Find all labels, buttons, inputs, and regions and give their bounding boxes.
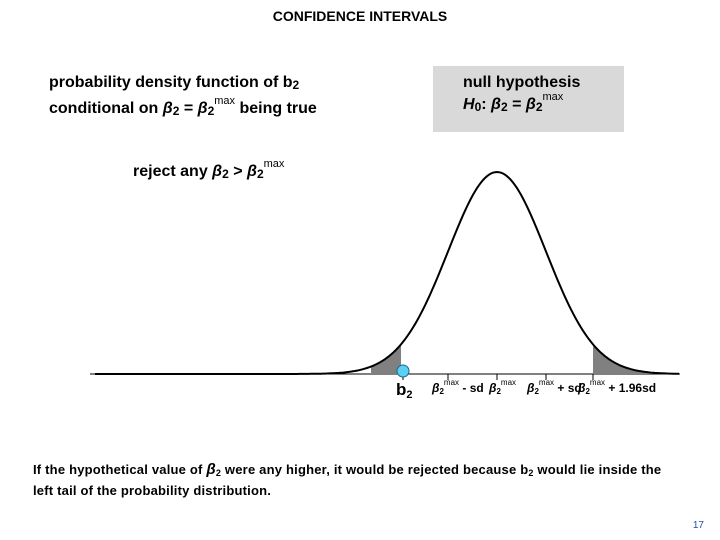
plus-sd-text: + sd (554, 381, 582, 395)
slide-title: CONFIDENCE INTERVALS (272, 8, 448, 24)
max-superscript: max (214, 95, 236, 107)
right-tail-shading (593, 344, 653, 374)
max-superscript: max (500, 378, 517, 387)
beta-symbol: β (197, 100, 208, 117)
pdf-label-line1: probability density function of b2 (49, 74, 299, 92)
b2-sub: 2 (528, 468, 534, 478)
beta-sub: 2 (172, 104, 180, 118)
beta-sub: 2 (439, 387, 444, 396)
pdf-curve (95, 170, 679, 375)
footnote: If the hypothetical value of β2 were any… (33, 460, 683, 501)
beta-sub: 2 (207, 104, 215, 118)
center-label: β2max (489, 378, 517, 396)
beta-sub: 2 (534, 387, 539, 396)
b2-marker (396, 364, 410, 378)
h-symbol: H (463, 96, 475, 113)
footnote-part3: would lie inside the left tail of the pr… (33, 462, 662, 498)
max-superscript: max (443, 378, 460, 387)
max-superscript: max (542, 91, 564, 103)
greater-than: > (228, 163, 248, 180)
equals: = (179, 100, 198, 117)
plus-sd-label: β2max + sd (527, 378, 582, 396)
being-true-text: being true (235, 100, 317, 117)
colon: : (481, 96, 492, 113)
h-sub: 0 (474, 100, 482, 114)
beta-sub: 2 (585, 387, 590, 396)
plus-196sd-text: + 1.96sd (605, 381, 657, 395)
beta-sub: 2 (535, 100, 543, 114)
beta-symbol: β (578, 381, 586, 395)
beta-symbol: β (489, 381, 497, 395)
pdf-label-text: probability density function of b (49, 74, 293, 91)
pdf-cond-text: conditional on (49, 100, 163, 117)
pdf-label-sub: 2 (292, 78, 300, 92)
beta-symbol: β (162, 100, 173, 117)
footnote-part2: were any higher, it would be rejected be… (221, 462, 529, 477)
beta-symbol: β (247, 163, 257, 180)
beta-symbol: β (206, 461, 216, 478)
beta-symbol: β (527, 381, 535, 395)
b2-sub: 2 (406, 389, 413, 401)
beta-symbol: β (432, 381, 440, 395)
beta-sub: 2 (215, 468, 222, 478)
footnote-part1: If the hypothetical value of (33, 462, 207, 477)
beta-symbol: β (525, 96, 536, 113)
page-number: 17 (692, 520, 704, 531)
minus-sd-label: β2max - sd (432, 378, 484, 396)
max-superscript: max (263, 158, 285, 170)
null-hypothesis-box: null hypothesis H0: β2 = β2max (433, 66, 624, 132)
minus-sd-text: - sd (459, 381, 484, 395)
beta-sub: 2 (222, 167, 229, 181)
null-hypothesis-heading: null hypothesis (463, 74, 581, 91)
null-hypothesis-statement: H0: β2 = β2max (463, 91, 563, 114)
plus-196sd-label: β2max + 1.96sd (578, 378, 657, 396)
pdf-label-line2: conditional on β2 = β2max being true (49, 95, 317, 118)
b2-text: b (396, 380, 407, 399)
beta-symbol: β (212, 163, 223, 180)
max-superscript: max (538, 378, 555, 387)
b2-label: b2 (396, 380, 413, 401)
beta-sub: 2 (256, 167, 264, 181)
reject-text: reject any (133, 163, 213, 180)
beta-symbol: β (491, 96, 501, 113)
beta-sub: 2 (500, 100, 508, 114)
equals: = (507, 96, 526, 113)
max-superscript: max (589, 378, 606, 387)
beta-sub: 2 (496, 387, 501, 396)
reject-label: reject any β2 > β2max (133, 158, 284, 181)
